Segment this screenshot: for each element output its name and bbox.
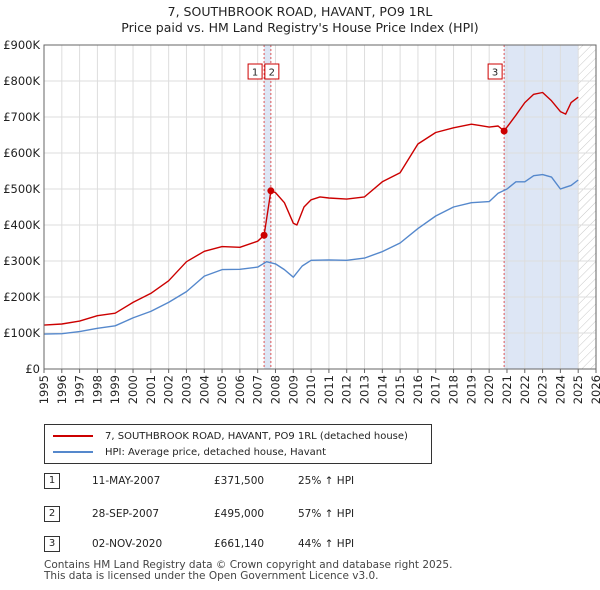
x-tick-label: 2007 <box>251 375 265 404</box>
x-tick-label: 1996 <box>55 375 69 404</box>
x-tick-label: 1999 <box>108 375 122 404</box>
projection-hatch <box>578 45 596 369</box>
x-tick-label: 2010 <box>304 375 318 404</box>
x-tick-label: 2025 <box>571 375 585 404</box>
y-tick-label: £100K <box>3 326 40 340</box>
plot-frame <box>43 44 597 370</box>
transaction-number: 1 <box>44 473 60 489</box>
post-transaction-band <box>504 45 579 369</box>
y-tick-label: £700K <box>3 110 40 124</box>
y-tick-label: £600K <box>3 146 40 160</box>
x-tick-label: 1997 <box>73 375 87 404</box>
transaction-change: 44% ↑ HPI <box>298 538 355 550</box>
legend-property-label: 7, SOUTHBROOK ROAD, HAVANT, PO9 1RL (det… <box>105 430 408 442</box>
x-tick-label: 2020 <box>482 375 496 404</box>
y-tick-label: £500K <box>3 182 40 196</box>
x-tick-label: 2023 <box>536 375 550 404</box>
transaction-band <box>264 45 271 369</box>
transaction-price: £661,140 <box>214 538 265 550</box>
x-tick-label: 1995 <box>37 375 51 404</box>
x-tick-label: 2013 <box>358 375 372 404</box>
x-tick-label: 2005 <box>215 375 229 404</box>
x-tick-label: 2006 <box>233 375 247 404</box>
hpi-line <box>43 173 579 335</box>
transaction-date: 28-SEP-2007 <box>92 508 160 520</box>
transaction-number: 3 <box>44 536 60 552</box>
x-tick-label: 2022 <box>518 375 532 404</box>
x-tick-label: 2024 <box>553 375 567 404</box>
y-tick-label: £200K <box>3 290 40 304</box>
transaction-number: 2 <box>44 506 60 522</box>
x-tick-label: 2002 <box>162 375 176 404</box>
x-tick-label: 2015 <box>393 375 407 404</box>
marker-label: 3 <box>492 68 498 79</box>
x-tick-label: 2008 <box>268 375 282 404</box>
footer: Contains HM Land Registry data © Crown c… <box>44 560 452 582</box>
footer-licence: This data is licensed under the Open Gov… <box>44 570 379 582</box>
x-tick-label: 2018 <box>447 375 461 404</box>
transaction-date: 11-MAY-2007 <box>92 475 161 487</box>
x-tick-label: 2021 <box>500 375 514 404</box>
chart-title-line1: 7, SOUTHBROOK ROAD, HAVANT, PO9 1RL <box>167 4 433 19</box>
x-tick-label: 2019 <box>464 375 478 404</box>
transaction-change: 25% ↑ HPI <box>298 475 355 487</box>
transaction-vlines <box>263 45 505 369</box>
y-tick-label: £900K <box>3 38 40 52</box>
marker-label-box <box>264 63 280 80</box>
x-tick-label: 2001 <box>144 375 158 404</box>
chart-title-line2: Price paid vs. HM Land Registry's House … <box>121 20 479 35</box>
x-tick-label: 2004 <box>197 375 211 404</box>
x-tick-label: 2011 <box>322 375 336 404</box>
y-tick-label: £300K <box>3 254 40 268</box>
y-tick-label: £400K <box>3 218 40 232</box>
legend-property-swatch <box>53 435 93 437</box>
property-price-line <box>43 91 579 326</box>
legend-item-property: 7, SOUTHBROOK ROAD, HAVANT, PO9 1RL (det… <box>53 429 408 443</box>
x-tick-label: 2016 <box>411 375 425 404</box>
transaction-date: 02-NOV-2020 <box>92 538 163 550</box>
transaction-point <box>267 187 275 195</box>
x-tick-label: 2009 <box>286 375 300 404</box>
x-tick-label: 2014 <box>375 375 389 404</box>
transaction-point <box>500 127 508 135</box>
x-tick-label: 2012 <box>340 375 354 404</box>
transaction-price: £495,000 <box>214 508 265 520</box>
marker-label-box <box>247 63 263 80</box>
y-tick-label: £0 <box>25 362 40 376</box>
footer-copyright: Contains HM Land Registry data © Crown c… <box>44 559 453 571</box>
chart-series <box>43 91 579 335</box>
marker-label: 1 <box>252 68 258 79</box>
x-tick-label: 2003 <box>179 375 193 404</box>
legend-hpi-swatch <box>53 451 93 453</box>
transaction-change: 57% ↑ HPI <box>298 508 355 520</box>
x-tick-label: 2026 <box>589 375 600 404</box>
marker-label: 2 <box>269 68 275 79</box>
chart-legend: 7, SOUTHBROOK ROAD, HAVANT, PO9 1RL (det… <box>44 424 432 464</box>
transaction-price: £371,500 <box>214 475 265 487</box>
chart-axes: £0 £100K £200K £300K £400K £500K £600K £700K £80… <box>3 38 600 404</box>
x-tick-label: 2017 <box>429 375 443 404</box>
legend-item-hpi: HPI: Average price, detached house, Hava… <box>53 445 326 459</box>
chart-shading <box>264 45 596 369</box>
legend-hpi-label: HPI: Average price, detached house, Hava… <box>105 446 327 458</box>
x-tick-label: 2000 <box>126 375 140 404</box>
marker-label-box <box>487 63 503 80</box>
y-tick-label: £800K <box>3 74 40 88</box>
x-tick-label: 1998 <box>90 375 104 404</box>
transaction-point <box>260 231 268 239</box>
